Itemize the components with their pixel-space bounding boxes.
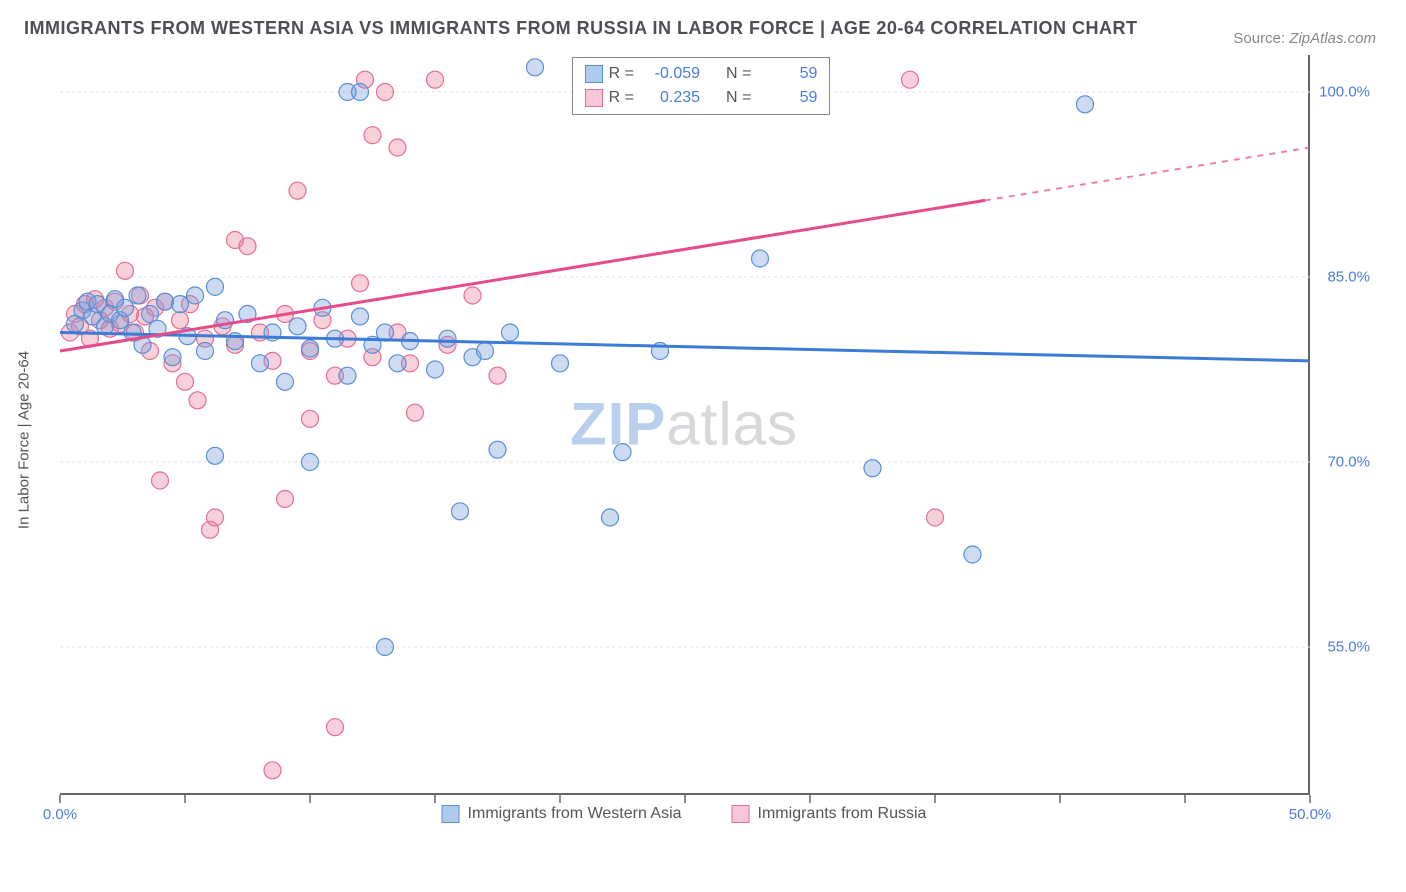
y-tick-label: 55.0% — [1327, 639, 1370, 656]
legend-label: Immigrants from Russia — [758, 805, 927, 823]
source-value: ZipAtlas.com — [1289, 30, 1376, 47]
stat-row-russia: R = 0.235 N = 59 — [585, 86, 818, 110]
plot-area: ZIPatlas R = -0.059 N = 59 R = 0.235 N = — [60, 55, 1310, 795]
r-label: R = — [609, 86, 634, 110]
watermark-atlas: atlas — [666, 391, 798, 458]
swatch-icon — [732, 805, 750, 823]
y-tick-label: 100.0% — [1319, 84, 1370, 101]
legend-item-russia: Immigrants from Russia — [732, 805, 927, 823]
x-tick-label: 0.0% — [43, 806, 77, 823]
r-label: R = — [609, 62, 634, 86]
y-tick-label: 70.0% — [1327, 454, 1370, 471]
r-value: -0.059 — [640, 62, 700, 86]
x-axis-legend: Immigrants from Western Asia Immigrants … — [442, 805, 927, 823]
watermark: ZIPatlas — [570, 390, 798, 459]
x-tick-label: 50.0% — [1289, 806, 1332, 823]
swatch-icon — [585, 89, 603, 107]
legend-label: Immigrants from Western Asia — [468, 805, 682, 823]
n-label: N = — [726, 62, 751, 86]
n-value: 59 — [757, 62, 817, 86]
y-axis-label: In Labor Force | Age 20-64 — [16, 351, 33, 529]
y-tick-label: 85.0% — [1327, 269, 1370, 286]
source-attribution: Source: ZipAtlas.com — [1233, 30, 1376, 47]
chart-title: IMMIGRANTS FROM WESTERN ASIA VS IMMIGRAN… — [24, 18, 1138, 39]
source-label: Source: — [1233, 30, 1285, 47]
r-value: 0.235 — [640, 86, 700, 110]
n-value: 59 — [757, 86, 817, 110]
swatch-icon — [585, 65, 603, 83]
stat-row-western-asia: R = -0.059 N = 59 — [585, 62, 818, 86]
watermark-zip: ZIP — [570, 391, 666, 458]
legend-item-western-asia: Immigrants from Western Asia — [442, 805, 682, 823]
swatch-icon — [442, 805, 460, 823]
chart-container: IMMIGRANTS FROM WESTERN ASIA VS IMMIGRAN… — [0, 0, 1406, 892]
stat-legend: R = -0.059 N = 59 R = 0.235 N = 59 — [572, 57, 831, 115]
plot-wrap: In Labor Force | Age 20-64 ZIPatlas R = … — [60, 55, 1380, 825]
n-label: N = — [726, 86, 751, 110]
